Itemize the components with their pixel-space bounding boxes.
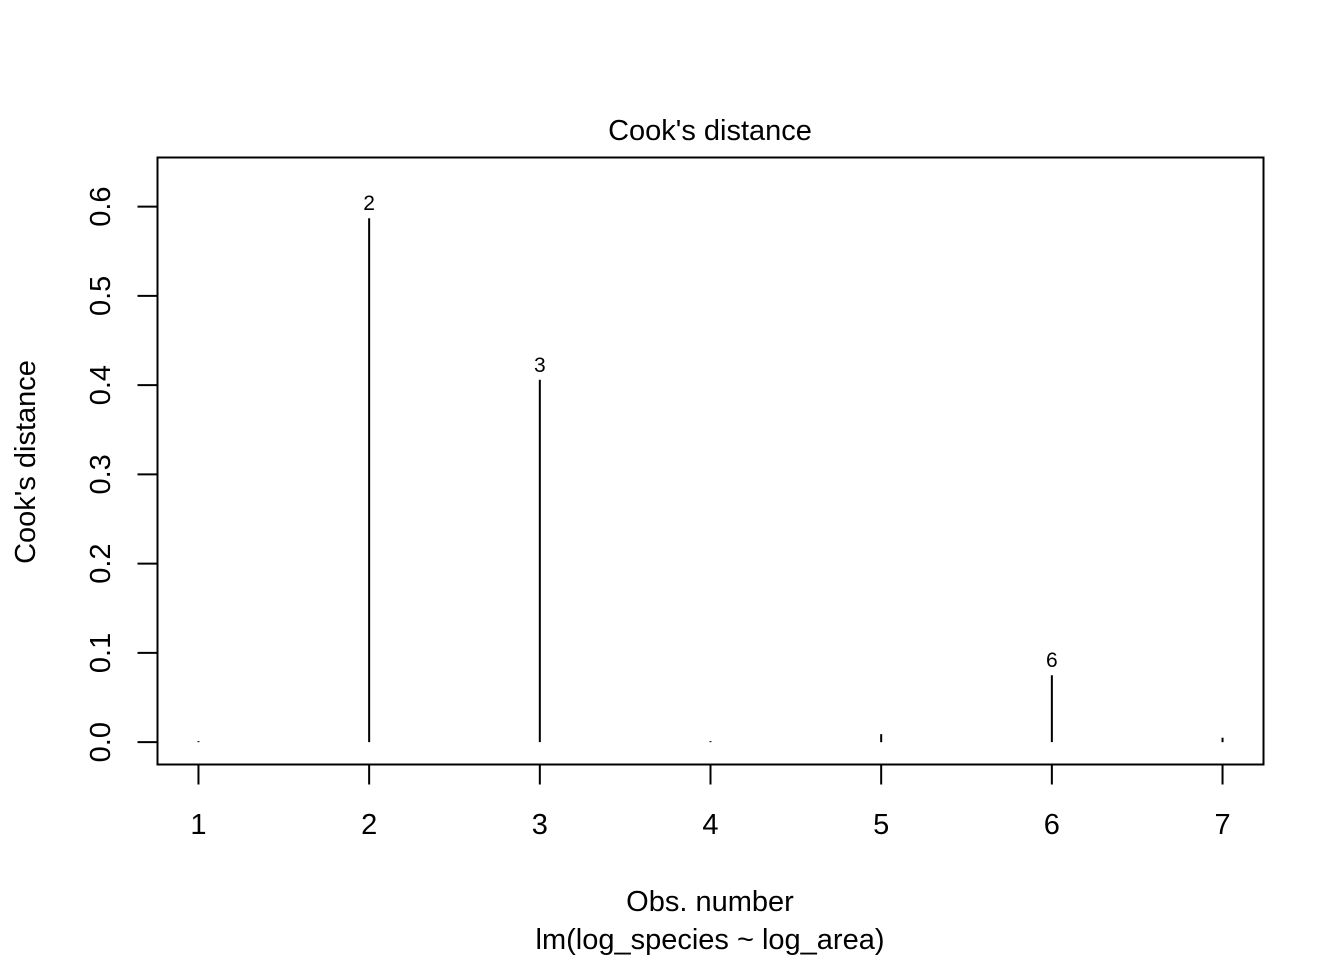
x-tick-label: 5 (873, 809, 889, 841)
x-tick-label: 2 (361, 809, 377, 841)
x-tick-label: 1 (190, 809, 206, 841)
y-tick-label: 0.6 (85, 186, 117, 226)
y-tick-label: 0.0 (85, 722, 117, 762)
point-label-obs-3: 3 (534, 354, 546, 377)
y-tick-label: 0.3 (85, 454, 117, 494)
point-label-obs-2: 2 (363, 192, 375, 215)
y-axis: 0.0 0.1 0.2 0.3 0.4 0.5 0.6 (85, 186, 159, 762)
y-tick-label: 0.4 (85, 365, 117, 405)
point-label-obs-6: 6 (1046, 649, 1058, 672)
point-labels: 2 3 6 (363, 192, 1057, 672)
y-tick-label: 0.1 (85, 633, 117, 673)
x-axis-label: Obs. number (626, 886, 794, 918)
chart-title: Cook's distance (608, 115, 812, 147)
x-tick-label: 7 (1214, 809, 1230, 841)
x-tick-label: 3 (532, 809, 548, 841)
model-formula-subtitle: lm(log_species ~ log_area) (536, 924, 885, 956)
y-axis-label: Cook's distance (10, 360, 42, 564)
plot-frame (156, 156, 1265, 766)
x-tick-label: 6 (1044, 809, 1060, 841)
data-stems (197, 218, 1224, 743)
y-tick-label: 0.2 (85, 543, 117, 583)
x-tick-label: 4 (702, 809, 718, 841)
x-axis: 1 2 3 4 5 6 7 (190, 763, 1231, 841)
y-tick-label: 0.5 (85, 276, 117, 316)
